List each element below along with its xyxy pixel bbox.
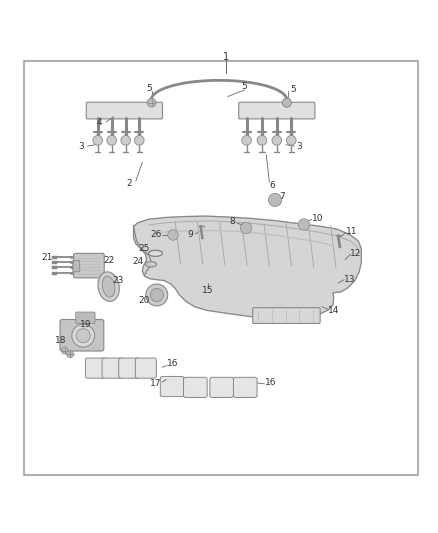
Circle shape xyxy=(121,135,131,145)
Ellipse shape xyxy=(98,272,119,302)
Text: 18: 18 xyxy=(55,336,66,345)
Circle shape xyxy=(67,351,74,358)
FancyBboxPatch shape xyxy=(76,312,95,324)
Text: 22: 22 xyxy=(103,256,114,265)
Circle shape xyxy=(298,219,310,230)
FancyBboxPatch shape xyxy=(135,358,156,378)
Circle shape xyxy=(146,284,168,306)
Circle shape xyxy=(257,135,267,145)
Text: 15: 15 xyxy=(202,286,214,295)
Polygon shape xyxy=(134,216,361,318)
Circle shape xyxy=(61,347,68,354)
Text: 9: 9 xyxy=(187,230,194,239)
Text: 24: 24 xyxy=(133,257,144,266)
FancyBboxPatch shape xyxy=(239,102,315,119)
Text: 8: 8 xyxy=(229,217,235,227)
Text: 3: 3 xyxy=(296,142,302,150)
Circle shape xyxy=(147,98,156,107)
Ellipse shape xyxy=(102,276,115,297)
Text: 3: 3 xyxy=(78,142,85,150)
Circle shape xyxy=(286,135,296,145)
Circle shape xyxy=(283,98,291,107)
Text: 16: 16 xyxy=(265,378,276,387)
Text: 2: 2 xyxy=(127,179,132,188)
Text: 20: 20 xyxy=(139,296,150,305)
FancyBboxPatch shape xyxy=(160,376,184,397)
Text: 17: 17 xyxy=(150,379,161,389)
Text: 13: 13 xyxy=(344,275,355,284)
FancyBboxPatch shape xyxy=(60,319,104,351)
Circle shape xyxy=(150,288,163,302)
Text: 23: 23 xyxy=(113,276,124,285)
Text: 5: 5 xyxy=(146,84,152,93)
FancyBboxPatch shape xyxy=(119,358,140,378)
Ellipse shape xyxy=(145,262,156,267)
Circle shape xyxy=(134,135,144,145)
Text: 19: 19 xyxy=(80,320,91,329)
Text: 1: 1 xyxy=(223,52,229,62)
Text: 11: 11 xyxy=(346,227,357,236)
Circle shape xyxy=(76,329,90,343)
Text: 7: 7 xyxy=(279,192,286,201)
Circle shape xyxy=(72,324,95,347)
FancyBboxPatch shape xyxy=(253,308,320,324)
Text: 12: 12 xyxy=(350,249,361,258)
Text: 25: 25 xyxy=(139,245,150,254)
Circle shape xyxy=(272,135,282,145)
Circle shape xyxy=(168,230,178,240)
FancyBboxPatch shape xyxy=(210,377,233,398)
Text: 14: 14 xyxy=(328,306,339,315)
Circle shape xyxy=(240,222,252,233)
Text: 26: 26 xyxy=(150,230,162,239)
Text: 21: 21 xyxy=(41,253,53,262)
Text: 10: 10 xyxy=(312,214,323,223)
Text: 16: 16 xyxy=(167,359,179,368)
Text: 5: 5 xyxy=(241,83,247,92)
Circle shape xyxy=(268,193,282,206)
FancyBboxPatch shape xyxy=(86,102,162,119)
Text: 4: 4 xyxy=(97,118,102,127)
Text: 5: 5 xyxy=(290,85,297,94)
Circle shape xyxy=(93,135,102,145)
FancyBboxPatch shape xyxy=(85,358,106,378)
FancyBboxPatch shape xyxy=(74,253,104,278)
FancyBboxPatch shape xyxy=(233,377,257,398)
Text: 6: 6 xyxy=(269,181,276,190)
Circle shape xyxy=(283,98,291,107)
FancyBboxPatch shape xyxy=(102,358,123,378)
Circle shape xyxy=(107,135,117,145)
FancyBboxPatch shape xyxy=(184,377,207,398)
FancyBboxPatch shape xyxy=(73,260,80,272)
Circle shape xyxy=(242,135,251,145)
Ellipse shape xyxy=(148,251,162,256)
